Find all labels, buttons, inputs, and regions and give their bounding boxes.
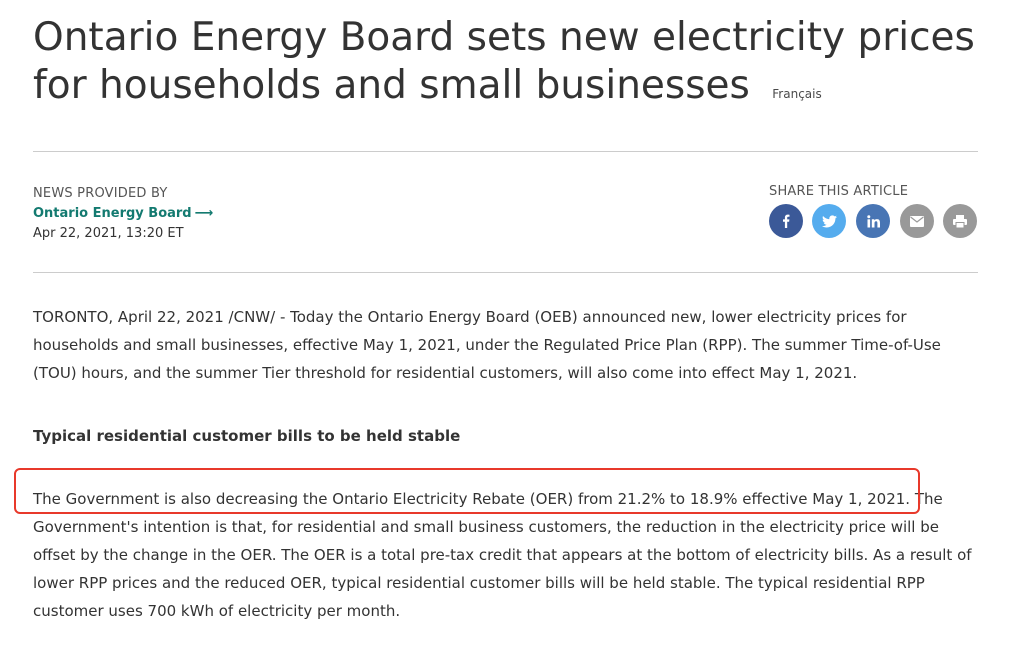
twitter-icon xyxy=(821,214,837,227)
article-headline: Ontario Energy Board sets new electricit… xyxy=(33,14,993,110)
language-link-francais[interactable]: Français xyxy=(772,87,822,101)
share-buttons xyxy=(769,204,979,238)
news-provided-by-label: NEWS PROVIDED BY xyxy=(33,186,168,201)
article-paragraph-2: The Government is also decreasing the On… xyxy=(33,490,972,620)
share-email-button[interactable] xyxy=(900,204,934,238)
bottom-divider xyxy=(33,272,978,273)
email-icon xyxy=(910,215,924,227)
share-article-label: SHARE THIS ARTICLE xyxy=(769,184,909,199)
article-title: Ontario Energy Board sets new electricit… xyxy=(33,15,975,108)
share-article-block: SHARE THIS ARTICLE xyxy=(769,184,979,238)
linkedin-icon xyxy=(866,214,880,227)
share-print-button[interactable] xyxy=(943,204,977,238)
top-divider xyxy=(33,151,978,152)
share-facebook-button[interactable] xyxy=(769,204,803,238)
provider-link[interactable]: Ontario Energy Board ⟶ xyxy=(33,204,213,224)
provider-name: Ontario Energy Board xyxy=(33,206,192,221)
share-twitter-button[interactable] xyxy=(812,204,846,238)
facebook-icon xyxy=(783,214,790,228)
share-linkedin-button[interactable] xyxy=(856,204,890,238)
print-icon xyxy=(953,214,967,228)
news-provider-block: NEWS PROVIDED BY Ontario Energy Board ⟶ A… xyxy=(33,184,213,244)
arrow-right-icon: ⟶ xyxy=(194,206,214,221)
article-subheading: Typical residential customer bills to be… xyxy=(33,427,461,445)
publish-date: Apr 22, 2021, 13:20 ET xyxy=(33,226,184,241)
article-paragraph-1: TORONTO, April 22, 2021 /CNW/ - Today th… xyxy=(33,308,941,382)
